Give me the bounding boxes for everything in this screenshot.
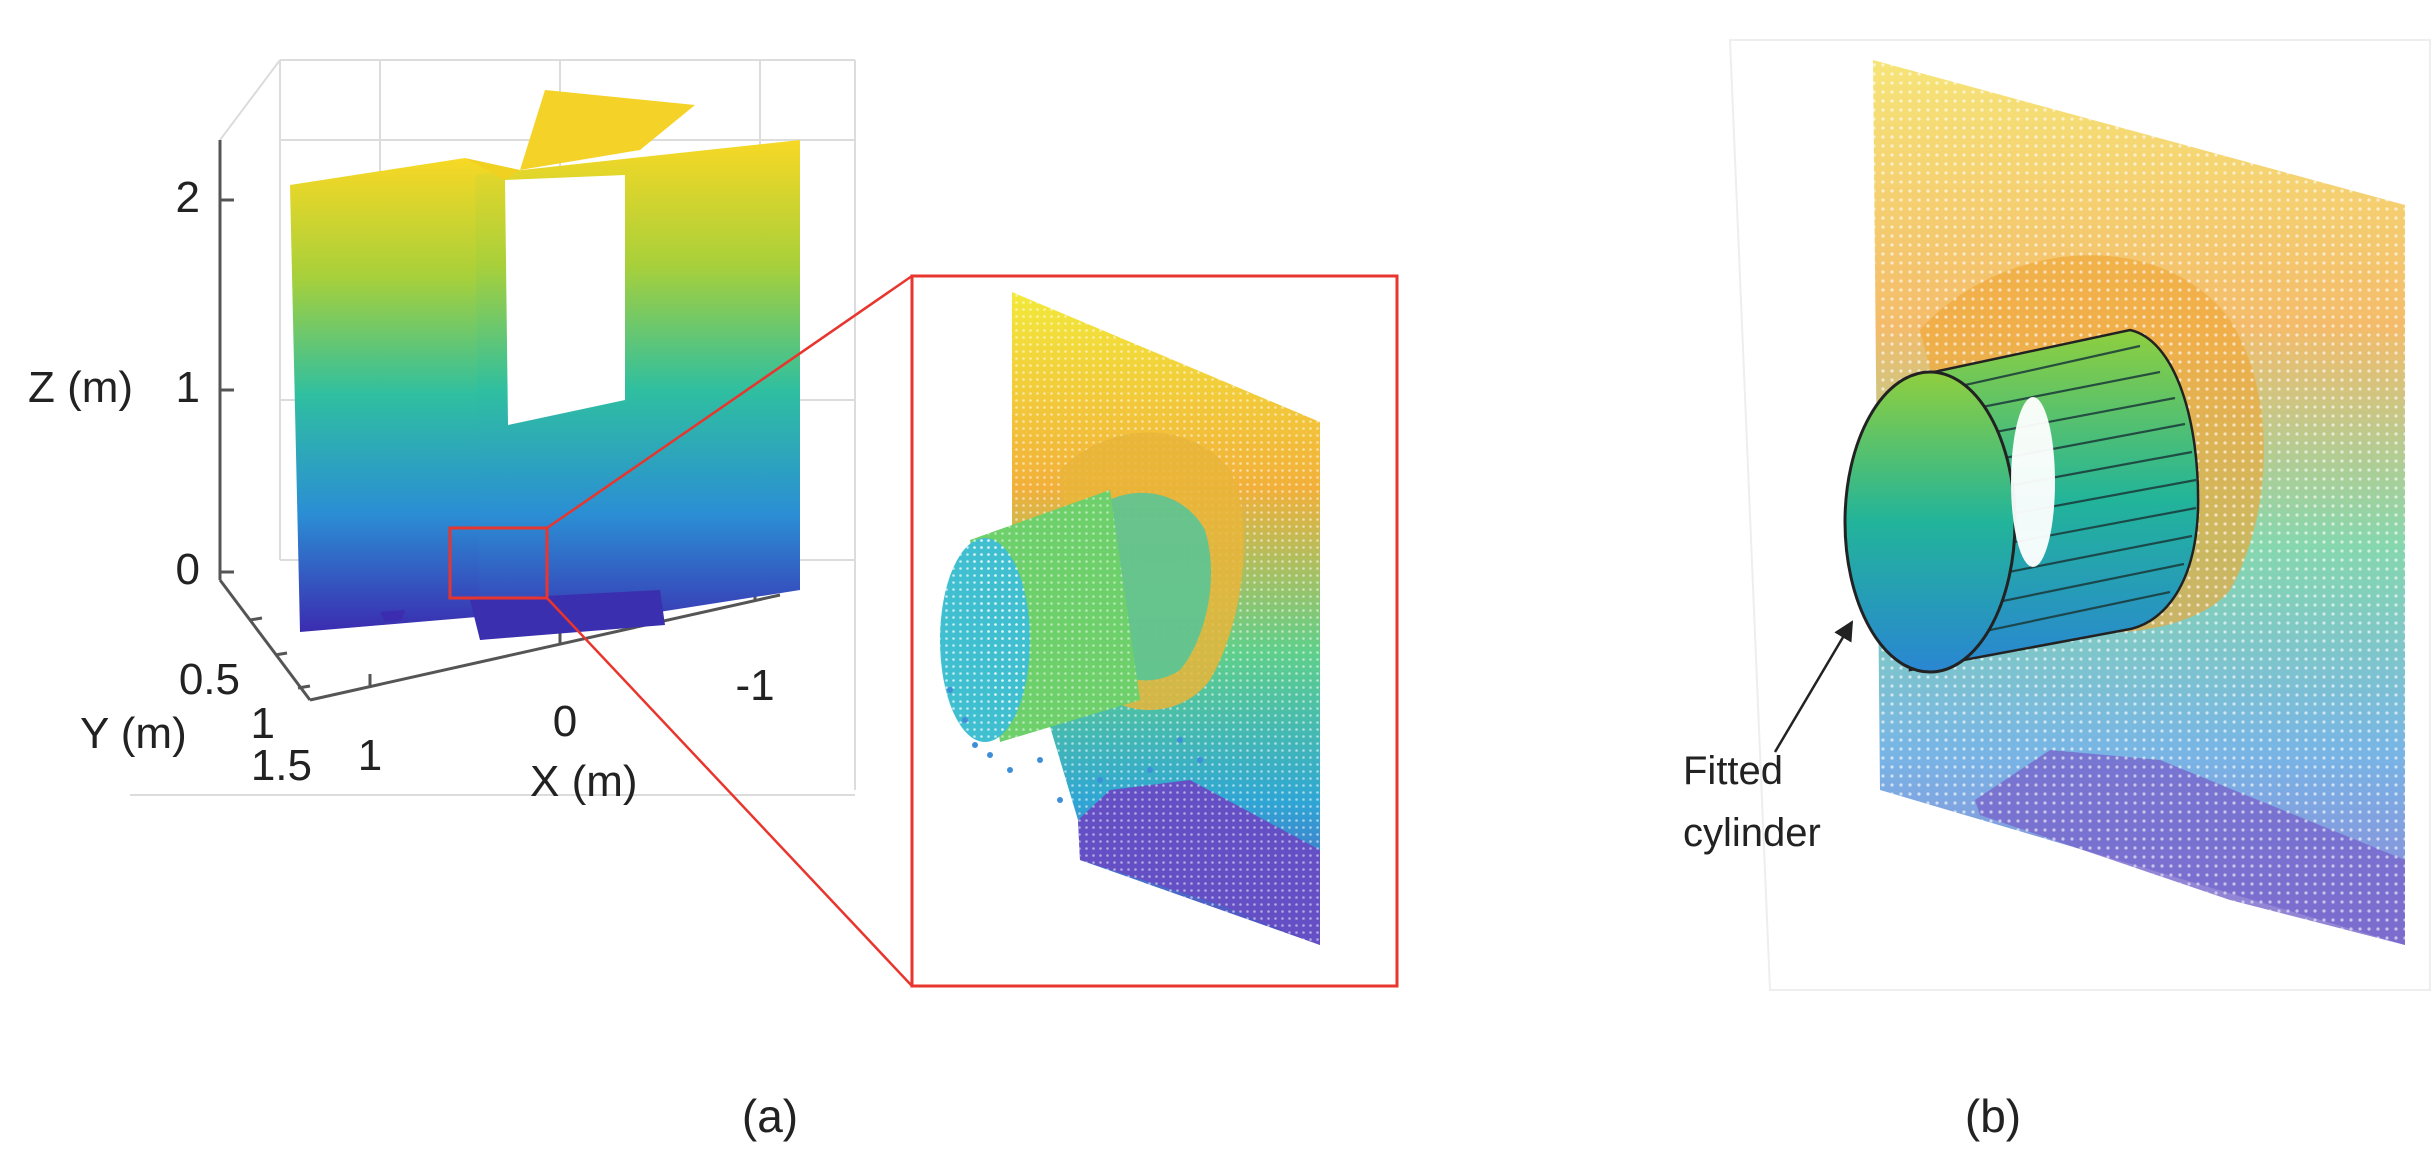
base-debris (380, 610, 405, 622)
x-tick-0: 0 (553, 697, 577, 746)
annotation-line1: Fitted (1683, 749, 1783, 793)
annotation-line2: cylinder (1683, 811, 1821, 855)
z-axis-label: Z (m) (28, 363, 133, 412)
caption-a: (a) (742, 1090, 798, 1142)
wall-opening (505, 175, 625, 425)
panel-b-frame (1728, 39, 2431, 991)
tick-marks (220, 198, 757, 690)
roof-flap (520, 90, 695, 170)
zoom-floor-dots (1078, 780, 1320, 945)
b-cylinder-hole (2011, 397, 2055, 567)
x-tick-neg1: -1 (735, 661, 774, 710)
y-tick-1: 1 (251, 699, 275, 748)
panel-a: 2 1 0 0.5 1 1.5 1 0 -1 Z (m) Y (m) X (m) (28, 59, 913, 987)
b-floor-dots (1975, 750, 2405, 945)
y-axis-label: Y (m) (80, 709, 187, 758)
highlight-box (448, 526, 549, 600)
zoom-inset (910, 274, 1399, 988)
b-cylinder-front (1843, 370, 2017, 674)
y-tick-1-5: 1.5 (251, 741, 312, 790)
caption-b: (b) (1965, 1090, 2021, 1142)
x-axis-label: X (m) (530, 757, 638, 806)
y-tick-0-5: 0.5 (179, 655, 240, 704)
annotation-arrow (1773, 620, 1854, 753)
zoom-line-bottom (546, 597, 913, 987)
z-tick-2: 2 (176, 173, 200, 222)
z-tick-1: 1 (176, 363, 200, 412)
zoom-pipe-dots (970, 490, 1140, 742)
z-tick-0: 0 (176, 545, 200, 594)
x-tick-1: 1 (358, 731, 382, 780)
wall-left (290, 158, 510, 632)
zoom-line-top (546, 274, 913, 530)
roof-flap-edge (465, 158, 520, 180)
wall-base-step (470, 590, 665, 640)
panel-b: Fitted cylinder (1683, 39, 2431, 991)
axis-lines (218, 140, 781, 702)
